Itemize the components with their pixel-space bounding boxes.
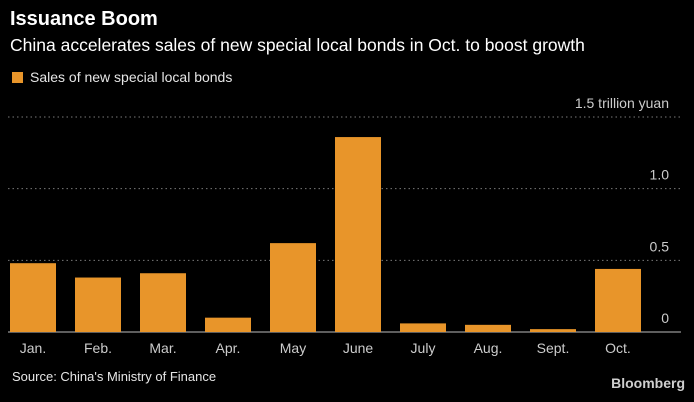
x-tick-label: Jan. xyxy=(20,340,46,356)
bar-10 xyxy=(595,268,641,332)
bar-1 xyxy=(10,263,56,332)
x-tick-label: Aug. xyxy=(474,340,503,356)
bar-3 xyxy=(140,273,186,332)
x-tick-label: Oct. xyxy=(605,340,631,356)
bar-7 xyxy=(400,323,446,332)
bar-5 xyxy=(270,243,316,332)
bar-9 xyxy=(530,329,576,332)
x-tick-label: May xyxy=(280,340,306,356)
legend-label: Sales of new special local bonds xyxy=(30,69,233,85)
x-tick-label: June xyxy=(343,340,374,356)
legend: Sales of new special local bonds xyxy=(12,69,232,85)
bar-8 xyxy=(465,324,511,332)
x-tick-label: Apr. xyxy=(216,340,241,356)
y-tick-label: 0.5 xyxy=(650,238,670,254)
y-tick-label: 1.0 xyxy=(650,167,670,183)
chart-subtitle: China accelerates sales of new special l… xyxy=(10,35,585,55)
chart-title: Issuance Boom xyxy=(10,8,158,30)
x-tick-label: Sept. xyxy=(537,340,570,356)
bar-4 xyxy=(205,317,251,332)
bar-2 xyxy=(75,277,121,332)
bar-6 xyxy=(335,137,381,332)
x-tick-label: Mar. xyxy=(149,340,176,356)
y-tick-label: 0 xyxy=(661,310,669,326)
bloomberg-logo: Bloomberg xyxy=(611,375,685,391)
y-tick-label: 1.5 trillion yuan xyxy=(575,95,669,111)
x-tick-label: Feb. xyxy=(84,340,112,356)
x-tick-label: July xyxy=(411,340,436,356)
source-note: Source: China's Ministry of Finance xyxy=(12,369,217,384)
legend-swatch xyxy=(12,71,23,83)
